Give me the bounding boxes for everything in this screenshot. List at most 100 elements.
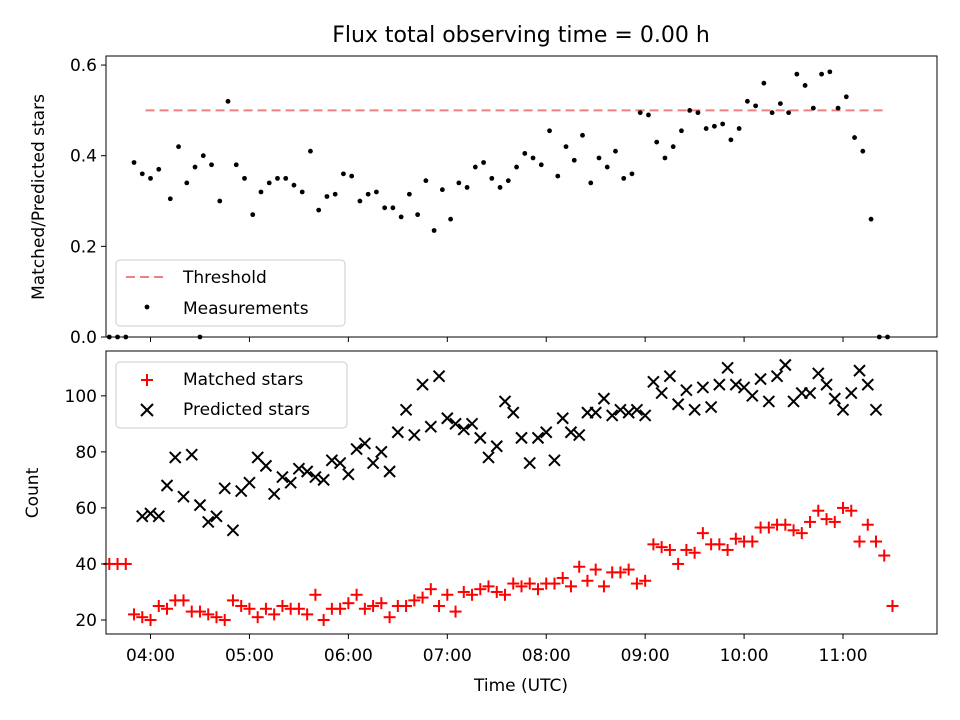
measurement-point — [588, 180, 594, 186]
chart-title: Flux total observing time = 0.00 h — [332, 23, 710, 48]
matched-star-point — [202, 608, 215, 621]
predicted-star-point — [647, 375, 660, 389]
predicted-star-point — [375, 445, 388, 459]
matched-star-point — [853, 535, 866, 548]
top-y-tick-label: 0.0 — [70, 328, 97, 348]
measurement-point — [761, 80, 767, 86]
measurement-point — [406, 191, 412, 197]
matched-star-point — [358, 602, 371, 615]
predicted-star-point — [671, 398, 685, 411]
predicted-star-point — [548, 454, 561, 467]
bottom-x-tick-label: 09:00 — [621, 646, 670, 666]
predicted-star-point — [531, 431, 545, 445]
measurement-point — [522, 151, 528, 156]
measurement-point — [580, 132, 585, 138]
predicted-star-point — [713, 378, 726, 391]
bottom-legend-box — [115, 361, 348, 429]
matched-star-point — [243, 602, 256, 615]
matched-star-point — [746, 535, 759, 548]
matched-star-point — [779, 518, 792, 531]
measurement-point — [148, 175, 153, 181]
matched-star-point — [441, 588, 454, 601]
measurements-legend-label: Measurements — [183, 299, 309, 319]
matched-star-point — [482, 580, 495, 593]
measurement-point — [481, 160, 486, 165]
measurement-point — [167, 196, 173, 202]
measurement-point — [365, 191, 371, 197]
predicted-star-point — [160, 479, 174, 492]
predicted-star-point — [432, 370, 446, 383]
matched-star-point — [408, 594, 421, 607]
measurement-point — [431, 228, 437, 233]
measurement-point — [695, 110, 701, 116]
measurement-point — [192, 164, 198, 170]
matched-star-point — [729, 532, 742, 545]
matched-star-point — [301, 608, 314, 621]
matched-star-point — [499, 588, 512, 601]
measurement-point — [860, 148, 866, 154]
matched-star-point — [647, 538, 660, 551]
matched-star-point — [581, 574, 594, 587]
matched-star-point — [136, 611, 149, 624]
predicted-star-point — [152, 510, 165, 523]
predicted-star-point — [663, 370, 677, 383]
predicted-star-point — [630, 403, 644, 417]
matched-star-point — [350, 588, 363, 601]
bottom-y-tick-label: 20 — [75, 611, 97, 631]
measurement-point — [200, 153, 206, 159]
bottom-x-tick-label: 04:00 — [126, 646, 175, 666]
matched-star-point — [128, 608, 141, 621]
matched-star-point — [804, 515, 817, 528]
matched-star-point — [597, 580, 610, 593]
matched-star-point — [474, 583, 487, 596]
predicted-star-point — [399, 403, 413, 417]
measurement-point — [819, 71, 824, 77]
bottom-x-tick-label: 10:00 — [720, 646, 769, 666]
measurement-point — [703, 126, 709, 131]
matched-star-point — [523, 577, 536, 590]
count-points — [103, 358, 899, 626]
measurement-point — [464, 185, 470, 190]
predicted-star-point — [391, 426, 405, 439]
measurement-point — [489, 175, 495, 181]
top-legend: Threshold Measurements — [115, 259, 346, 327]
measurement-point — [156, 166, 162, 172]
matched-star-point — [292, 602, 305, 615]
matched-star-point — [878, 549, 891, 562]
top-y-axis-label: Matched/Predicted stars — [29, 94, 49, 300]
measurement-point — [448, 216, 454, 222]
matched-star-point — [457, 585, 470, 598]
predicted-star-point — [820, 378, 833, 391]
measurement-point — [382, 205, 388, 211]
predicted-star-point — [169, 451, 182, 464]
matched-star-point — [466, 588, 479, 601]
predicted-star-point — [680, 384, 693, 397]
measurements-legend-marker — [144, 304, 150, 310]
predicted-star-point — [424, 420, 438, 433]
measurement-point — [654, 139, 660, 145]
predicted-star-point — [490, 440, 503, 453]
measurement-point — [131, 160, 137, 165]
bottom-x-tick-label: 07:00 — [423, 646, 472, 666]
matched-star-point — [812, 504, 825, 517]
predicted-star-point — [622, 406, 635, 419]
bottom-x-tick-label: 06:00 — [324, 646, 373, 666]
measurement-point — [728, 137, 734, 143]
predicted-star-point — [276, 470, 289, 484]
matched-star-point — [573, 560, 586, 573]
predicted-star-point — [292, 462, 306, 475]
predicted-star-point — [284, 476, 297, 489]
predicted-star-point — [779, 358, 792, 372]
matched-star-point — [886, 599, 899, 612]
measurement-point — [341, 171, 346, 177]
matched-star-point — [317, 613, 330, 626]
measurement-point — [258, 189, 264, 195]
predicted-star-point — [729, 378, 743, 391]
predicted-star-point — [704, 400, 718, 414]
bottom-x-tick-label: 08:00 — [522, 646, 571, 666]
matched-star-point — [152, 599, 165, 612]
measurement-point — [538, 162, 544, 168]
measurement-point — [868, 216, 874, 222]
matched-legend-label: Matched stars — [183, 370, 303, 390]
